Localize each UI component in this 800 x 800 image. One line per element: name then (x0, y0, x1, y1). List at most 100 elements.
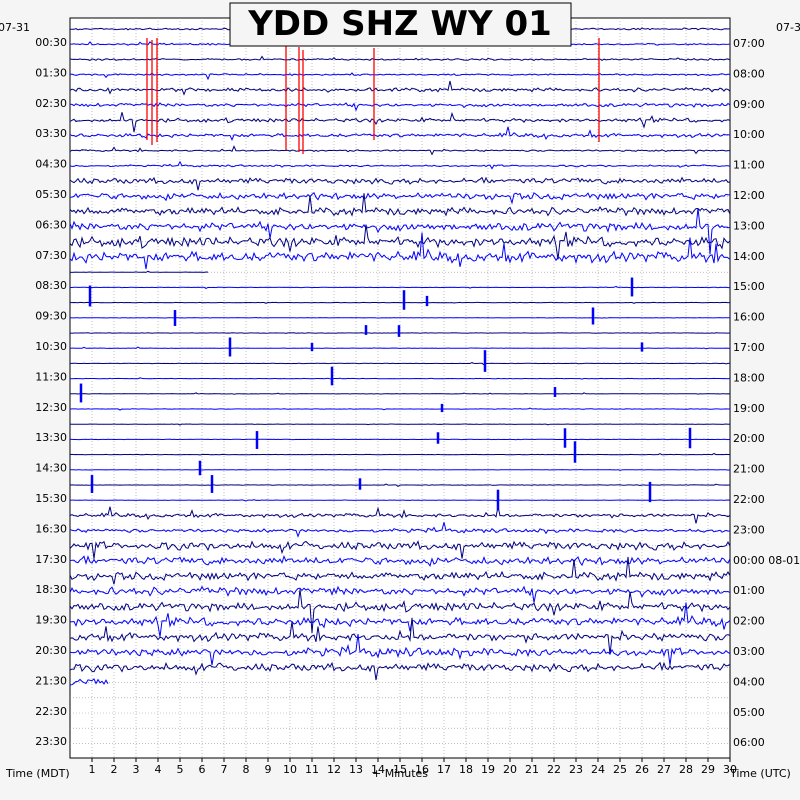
title-box (229, 2, 572, 47)
left-time-label: 02:30 (35, 97, 67, 110)
x-tick-label: 27 (657, 763, 671, 776)
trace-row (69, 589, 731, 634)
right-time-label: 04:00 (733, 675, 765, 688)
x-tick-label: 28 (679, 763, 693, 776)
right-time-label: 08:00 (733, 67, 765, 80)
left-time-label: 09:30 (35, 310, 67, 323)
trace-row (69, 316, 731, 319)
right-time-label: 10:00 (733, 128, 765, 141)
left-time-label: 18:30 (35, 583, 67, 596)
right-time-label: 06:00 (733, 736, 765, 749)
trace-row (69, 633, 731, 666)
right-time-label: 19:00 (733, 402, 765, 415)
x-tick-label: 19 (481, 763, 495, 776)
left-time-label: 06:30 (35, 218, 67, 231)
trace-row (69, 55, 731, 62)
left-date-label: 07-31 (0, 21, 30, 34)
right-time-label: 22:00 (733, 493, 765, 506)
x-tick-label: 3 (133, 763, 140, 776)
trace-row (69, 540, 731, 559)
trace-row (70, 191, 731, 205)
x-tick-label: 23 (569, 763, 583, 776)
right-date-label: 07-3 (776, 21, 800, 34)
right-time-label: 23:00 (733, 523, 765, 536)
left-time-label: 00:30 (35, 36, 67, 49)
trace-row (69, 193, 731, 217)
right-axis-title: Time (UTC) (729, 767, 791, 780)
left-time-label: 05:30 (35, 188, 67, 201)
trace-row (70, 285, 730, 289)
right-time-label: 13:00 (733, 219, 765, 232)
left-time-label: 21:30 (35, 674, 67, 687)
trace-row (69, 301, 731, 304)
trace-row (69, 72, 731, 81)
trace-row (69, 102, 731, 112)
trace-row (70, 361, 731, 366)
x-tick-label: 13 (349, 763, 363, 776)
right-time-label: 03:00 (733, 645, 765, 658)
left-time-label: 16:30 (35, 522, 67, 535)
x-tick-label: 20 (503, 763, 517, 776)
right-time-label: 09:00 (733, 98, 765, 111)
left-time-label: 08:30 (35, 279, 67, 292)
left-time-label: 15:30 (35, 492, 67, 505)
x-tick-label: 15 (393, 763, 407, 776)
trace-row (69, 176, 731, 191)
trace-row (69, 506, 731, 524)
left-time-label: 07:30 (35, 249, 67, 262)
x-tick-label: 4 (155, 763, 162, 776)
right-time-label: 18:00 (733, 371, 765, 384)
left-time-label: 03:30 (35, 127, 67, 140)
left-time-label: 01:30 (35, 66, 67, 79)
right-time-label: 00:00 08-01 (733, 554, 800, 567)
right-time-labels: 07:00 08:00 09:00 10:00 11:00 12:00 13:00 14:00… (733, 37, 800, 749)
right-time-label: 17:00 (733, 341, 765, 354)
x-tick-label: 18 (459, 763, 473, 776)
left-time-label: 12:30 (35, 401, 67, 414)
trace-row (69, 232, 731, 270)
trace-row (69, 438, 731, 441)
seismic-traces (69, 22, 731, 686)
trace-row (69, 392, 731, 395)
right-time-label: 02:00 (733, 615, 765, 628)
right-time-label: 16:00 (733, 311, 765, 324)
trace-row (69, 483, 731, 488)
left-time-label: 14:30 (35, 462, 67, 475)
x-tick-label: 10 (283, 763, 297, 776)
x-tick-label: 30 (723, 763, 737, 776)
x-tick-label: 14 (371, 763, 385, 776)
trace-row (69, 468, 731, 471)
x-tick-label: 8 (243, 763, 250, 776)
right-time-label: 15:00 (733, 280, 765, 293)
x-tick-label: 22 (547, 763, 561, 776)
x-tick-label: 24 (591, 763, 605, 776)
right-time-label: 01:00 (733, 584, 765, 597)
trace-row (69, 160, 731, 170)
trace-row (69, 554, 731, 567)
trace-row (69, 407, 730, 411)
x-tick-label: 7 (221, 763, 228, 776)
trace-row (69, 208, 731, 255)
x-tick-label: 26 (635, 763, 649, 776)
x-tick-label: 9 (265, 763, 272, 776)
left-time-label: 13:30 (35, 431, 67, 444)
trace-row (69, 126, 731, 141)
right-time-label: 12:00 (733, 189, 765, 202)
x-tick-label: 5 (177, 763, 184, 776)
left-time-label: 11:30 (35, 370, 67, 383)
left-time-label: 20:30 (35, 644, 67, 657)
trace-row (69, 452, 731, 456)
right-time-label: 05:00 (733, 706, 765, 719)
x-tick-label: 16 (415, 763, 429, 776)
x-tick-label: 6 (199, 763, 206, 776)
trace-row (69, 80, 731, 96)
chart-title: YDD SHZ WY 01 (247, 4, 552, 44)
trace-row (69, 585, 731, 603)
left-time-label: 23:30 (35, 735, 67, 748)
trace-row (69, 661, 731, 681)
x-tick-label: 21 (525, 763, 539, 776)
trace-row (69, 423, 731, 426)
x-tick-label: 11 (305, 763, 319, 776)
x-tick-label: 12 (327, 763, 341, 776)
right-time-label: 11:00 (733, 159, 765, 172)
